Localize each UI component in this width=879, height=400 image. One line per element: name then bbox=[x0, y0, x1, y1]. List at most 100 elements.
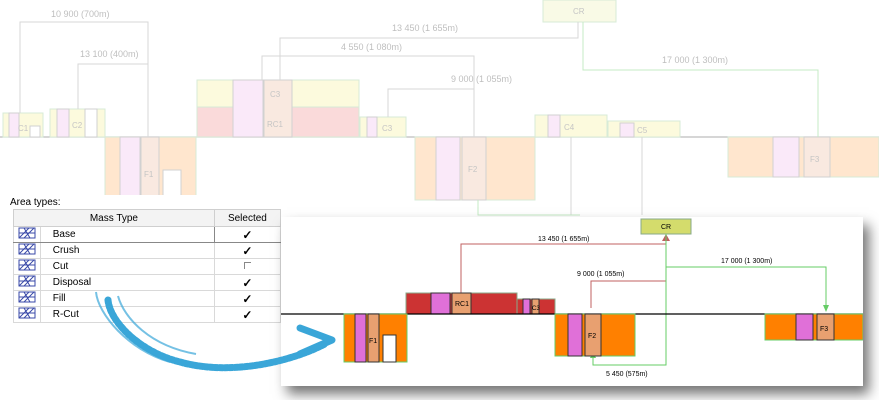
flow-line-green bbox=[665, 234, 827, 305]
table-row[interactable]: Crush ✓ bbox=[13, 242, 282, 259]
flow-label: 10 900 (700m) bbox=[51, 9, 110, 19]
selected-checkbox[interactable]: ✓ bbox=[213, 274, 282, 291]
selected-checkbox[interactable] bbox=[213, 258, 282, 275]
flow-label: 17 000 (1 300m) bbox=[662, 55, 728, 65]
flow-line-red bbox=[460, 235, 667, 293]
mass-type-icon-cell bbox=[13, 290, 41, 307]
mass-type-icon-cell bbox=[13, 258, 41, 275]
flow-line bbox=[477, 200, 580, 216]
fill-bar bbox=[584, 313, 602, 357]
fill-bar bbox=[435, 136, 461, 201]
cut-area-c1 bbox=[2, 112, 44, 138]
hatch-pattern-icon bbox=[18, 243, 36, 255]
mass-type-name: Fill bbox=[39, 290, 215, 307]
mass-type-icon-cell bbox=[13, 242, 41, 259]
node-label-c2: C2 bbox=[72, 121, 83, 130]
flow-arrowhead bbox=[823, 305, 829, 312]
unchecked-icon bbox=[243, 262, 251, 269]
selected-checkbox[interactable]: ✓ bbox=[213, 226, 282, 243]
flow-label: 9 000 (1 055m) bbox=[451, 74, 512, 84]
checkmark-icon: ✓ bbox=[242, 275, 253, 290]
selected-checkbox[interactable]: ✓ bbox=[213, 242, 282, 259]
fill-bar bbox=[119, 136, 141, 198]
fill-bar bbox=[461, 136, 487, 201]
node-label-rc1: RC1 bbox=[267, 120, 284, 129]
cut-area-c5 bbox=[607, 120, 681, 138]
hatch-pattern-icon bbox=[18, 307, 36, 319]
selected-checkbox[interactable]: ✓ bbox=[213, 306, 282, 323]
selected-checkbox[interactable]: ✓ bbox=[213, 290, 282, 307]
node-label-c3: C3 bbox=[270, 90, 281, 99]
fill-bar bbox=[367, 313, 380, 363]
fill-bar bbox=[772, 136, 800, 178]
flow-label: 13 450 (1 655m) bbox=[538, 236, 589, 243]
flow-label: 9 000 (1 055m) bbox=[577, 271, 624, 278]
cut-bar bbox=[263, 79, 293, 138]
area-types-title: Area types: bbox=[10, 197, 61, 208]
table-row[interactable]: Cut bbox=[13, 258, 282, 275]
cut-bar bbox=[56, 108, 70, 138]
fill-bar bbox=[162, 169, 182, 198]
mass-type-name: Cut bbox=[39, 258, 215, 275]
node-label-cr: CR bbox=[661, 224, 671, 231]
flow-line bbox=[261, 55, 475, 137]
flow-label: 4 550 (1 080m) bbox=[341, 42, 402, 52]
cut-bar bbox=[619, 122, 635, 138]
cut-area-rc1 bbox=[196, 106, 360, 138]
node-label-c4: C4 bbox=[564, 123, 575, 132]
cut-bar bbox=[232, 79, 264, 138]
mass-type-icon-cell bbox=[13, 226, 41, 243]
flow-label: 5 450 (575m) bbox=[606, 371, 648, 378]
node-label-c5: C5 bbox=[637, 126, 648, 135]
checkmark-icon: ✓ bbox=[242, 307, 253, 322]
node-label-f2: F2 bbox=[468, 165, 478, 174]
checkmark-icon: ✓ bbox=[242, 227, 253, 242]
node-label-c1: C1 bbox=[18, 124, 29, 133]
flow-line bbox=[387, 88, 474, 117]
node-label-rc1: RC1 bbox=[455, 301, 469, 308]
fill-bar bbox=[567, 313, 583, 357]
mass-type-icon-cell bbox=[13, 306, 41, 323]
cut-area-c2 bbox=[49, 108, 106, 138]
node-label-f3: F3 bbox=[820, 326, 828, 333]
mass-type-icon-cell bbox=[13, 274, 41, 291]
fill-area-f3 bbox=[727, 136, 879, 178]
checkmark-icon: ✓ bbox=[242, 243, 253, 258]
cut-area-c4 bbox=[534, 114, 608, 138]
cut-bar bbox=[366, 116, 378, 138]
hatch-pattern-icon bbox=[18, 227, 36, 239]
node-label-c3b: C3 bbox=[382, 124, 393, 133]
cut-area-c3b bbox=[359, 116, 407, 138]
hatch-pattern-icon bbox=[18, 259, 36, 271]
node-cr bbox=[542, 0, 617, 23]
hatch-pattern-icon bbox=[18, 291, 36, 303]
area-types-panel: Area types: Mass Type Selected Base ✓ Crus… bbox=[4, 195, 282, 337]
node-label-f3: F3 bbox=[810, 155, 820, 164]
mass-type-name: R-Cut bbox=[39, 306, 215, 323]
fill-bar bbox=[140, 136, 160, 198]
fill-bar bbox=[795, 313, 814, 341]
table-row[interactable]: Base ✓ bbox=[13, 226, 282, 243]
node-label-cr: CR bbox=[573, 7, 585, 16]
fill-bar bbox=[382, 334, 397, 363]
column-header-mass-type[interactable]: Mass Type bbox=[13, 209, 215, 227]
flow-label: 17 000 (1 300m) bbox=[721, 258, 772, 265]
fill-bar bbox=[354, 313, 367, 363]
node-label-f1: F1 bbox=[144, 170, 154, 179]
flow-label: 13 450 (1 655m) bbox=[392, 23, 458, 33]
checkmark-icon: ✓ bbox=[242, 291, 253, 306]
cut-bar bbox=[522, 298, 531, 315]
node-label-c3: C3 bbox=[532, 306, 540, 312]
table-row[interactable]: R-Cut ✓ bbox=[13, 306, 282, 323]
flow-label: 13 100 (400m) bbox=[80, 49, 139, 59]
cut-bar bbox=[430, 292, 451, 315]
area-types-table: Mass Type Selected Base ✓ Crush ✓ Cut Disposa… bbox=[13, 209, 282, 323]
flow-line bbox=[19, 21, 149, 137]
flow-line-green bbox=[592, 234, 667, 366]
fill-bar bbox=[816, 313, 835, 341]
mass-type-name: Crush bbox=[39, 242, 215, 259]
column-header-selected[interactable]: Selected bbox=[213, 209, 282, 227]
table-row[interactable]: Fill ✓ bbox=[13, 290, 282, 307]
table-row[interactable]: Disposal ✓ bbox=[13, 274, 282, 291]
flow-line bbox=[279, 22, 579, 80]
